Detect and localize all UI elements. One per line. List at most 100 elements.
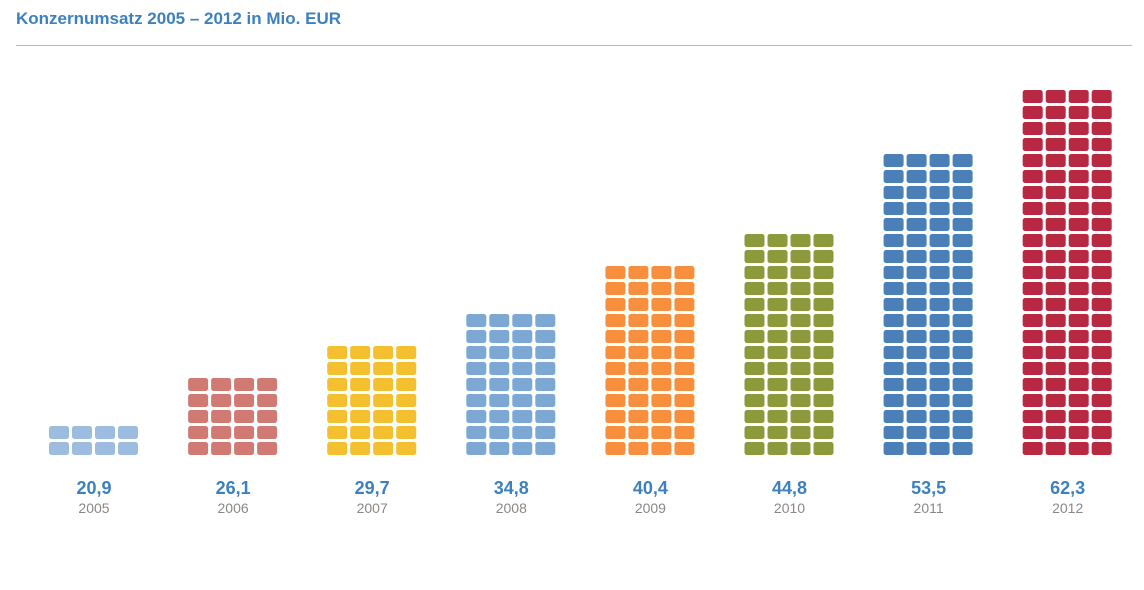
- bar-block: [1091, 362, 1112, 375]
- bar-block: [790, 394, 811, 407]
- bar-block: [1091, 218, 1112, 231]
- bar-block: [929, 394, 950, 407]
- bar-block: [883, 250, 904, 263]
- bar-block: [628, 314, 649, 327]
- bar-block: [1045, 250, 1066, 263]
- bar-block: [929, 154, 950, 167]
- bar-block: [883, 154, 904, 167]
- bar-block: [535, 346, 556, 359]
- bar-block: [72, 426, 92, 439]
- bar-block: [1091, 426, 1112, 439]
- bar-block: [373, 426, 394, 439]
- bar-block: [1045, 346, 1066, 359]
- bar-block: [1022, 106, 1043, 119]
- bar-block: [883, 362, 904, 375]
- bar-block: [1045, 410, 1066, 423]
- year-label: 2010: [773, 500, 806, 516]
- bar-block: [906, 442, 927, 455]
- bar-block: [466, 362, 487, 375]
- bar-block: [929, 442, 950, 455]
- value-label: 34,8: [493, 478, 529, 498]
- bar-block: [952, 154, 973, 167]
- bar-block: [813, 282, 834, 295]
- bar-block: [767, 362, 788, 375]
- value-label: 40,4: [632, 478, 668, 498]
- bar-block: [1022, 346, 1043, 359]
- bar-block: [813, 442, 834, 455]
- title-divider: [16, 45, 1132, 46]
- bar-block: [396, 362, 417, 375]
- bar-block: [211, 394, 232, 407]
- bar-block: [1091, 298, 1112, 311]
- bar-block: [767, 426, 788, 439]
- bar-block: [952, 218, 973, 231]
- bar-block: [1091, 154, 1112, 167]
- bar-block: [396, 426, 417, 439]
- bar-block: [628, 330, 649, 343]
- bar-block: [605, 266, 626, 279]
- bar-block: [744, 266, 765, 279]
- bar-block: [883, 442, 904, 455]
- bar-block: [535, 442, 556, 455]
- bar-block: [929, 282, 950, 295]
- bar-block: [234, 426, 255, 439]
- bar-block: [350, 442, 371, 455]
- bar-block: [234, 410, 255, 423]
- bar-block: [813, 298, 834, 311]
- bar-block: [188, 410, 209, 423]
- bar-block: [1045, 266, 1066, 279]
- bar-block: [350, 410, 371, 423]
- bar-block: [906, 234, 927, 247]
- bar-block: [512, 426, 533, 439]
- bar-block: [1091, 170, 1112, 183]
- bar-block: [883, 170, 904, 183]
- bar-block: [883, 330, 904, 343]
- bar-block: [512, 362, 533, 375]
- bar-block: [1045, 314, 1066, 327]
- bar-block: [466, 394, 487, 407]
- bar-block: [906, 250, 927, 263]
- chart-title: Konzernumsatz 2005 – 2012 in Mio. EUR: [16, 9, 341, 28]
- bar-block: [489, 442, 510, 455]
- bar-block: [674, 410, 695, 423]
- bar-block: [257, 378, 278, 391]
- bar-block: [396, 442, 417, 455]
- bar-block: [790, 250, 811, 263]
- bar-block: [929, 314, 950, 327]
- bar-block: [883, 298, 904, 311]
- bar-block: [1022, 362, 1043, 375]
- bar-block: [744, 410, 765, 423]
- bar-2012: [1022, 90, 1112, 455]
- bar-block: [929, 426, 950, 439]
- bar-block: [790, 362, 811, 375]
- bar-block: [1091, 234, 1112, 247]
- bar-block: [651, 282, 672, 295]
- bar-block: [512, 378, 533, 391]
- bar-block: [674, 426, 695, 439]
- bar-block: [952, 346, 973, 359]
- bar-block: [1045, 394, 1066, 407]
- bar-block: [628, 346, 649, 359]
- bar-block: [744, 442, 765, 455]
- bar-block: [1045, 362, 1066, 375]
- bar-block: [327, 362, 348, 375]
- bar-block: [674, 266, 695, 279]
- bar-block: [489, 378, 510, 391]
- bar-block: [373, 378, 394, 391]
- bar-block: [535, 394, 556, 407]
- bar-block: [1068, 346, 1089, 359]
- bar-block: [1091, 250, 1112, 263]
- bar-block: [767, 266, 788, 279]
- bar-block: [1091, 394, 1112, 407]
- bar-block: [628, 298, 649, 311]
- bar-block: [1022, 330, 1043, 343]
- bar-block: [744, 394, 765, 407]
- bar-block: [744, 330, 765, 343]
- bar-block: [1022, 202, 1043, 215]
- bar-block: [396, 346, 417, 359]
- bar-block: [906, 266, 927, 279]
- bar-block: [1068, 410, 1089, 423]
- bar-block: [466, 314, 487, 327]
- bar-block: [327, 394, 348, 407]
